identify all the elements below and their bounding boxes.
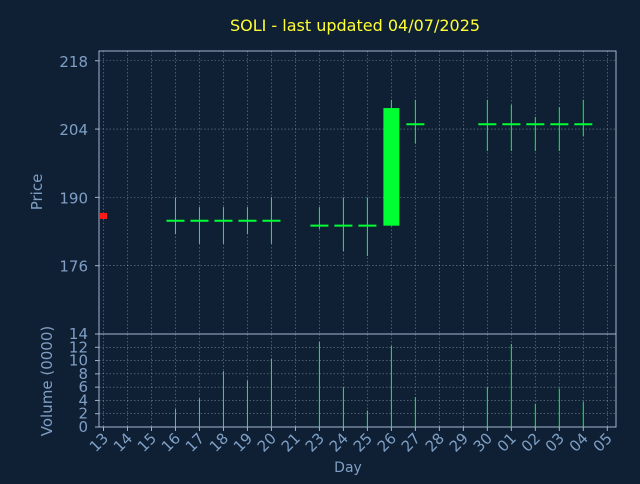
- day-tick-label: 28: [422, 429, 448, 455]
- day-tick-label: 02: [518, 429, 544, 455]
- day-tick-label: 13: [86, 429, 112, 455]
- price-tick-label: 176: [59, 258, 88, 276]
- day-tick-label: 01: [494, 429, 520, 455]
- day-axis-label: Day: [334, 460, 362, 476]
- day-tick-label: 03: [542, 429, 568, 455]
- price-axis-label: Price: [28, 174, 46, 211]
- volume-tick-label: 6: [78, 378, 88, 396]
- day-tick-label: 20: [254, 429, 280, 455]
- volume-tick-label: 2: [78, 405, 88, 423]
- volume-tick-label: 4: [78, 391, 88, 409]
- candle-body: [383, 108, 400, 226]
- day-tick-label: 30: [470, 429, 496, 455]
- chart-title: SOLI - last updated 04/07/2025: [230, 16, 480, 35]
- volume-tick-label: 8: [78, 365, 88, 383]
- volume-tick-label: 12: [69, 338, 88, 356]
- day-tick-label: 25: [350, 429, 376, 455]
- price-tick-label: 204: [59, 121, 88, 139]
- day-tick-label: 23: [302, 429, 328, 455]
- day-tick-label: 15: [134, 429, 160, 455]
- volume-panel-frame: [98, 333, 617, 428]
- day-tick-label: 24: [326, 429, 352, 455]
- day-tick-label: 14: [110, 429, 136, 455]
- day-tick-label: 26: [374, 429, 400, 455]
- day-tick-label: 16: [158, 429, 184, 455]
- day-tick-label: 18: [206, 429, 232, 455]
- day-tick-label: 21: [278, 429, 304, 455]
- day-tick-label: 29: [446, 429, 472, 455]
- price-panel: 176 190 204 218: [59, 50, 617, 335]
- day-axis: 1314151617181920212324252627282930010203…: [86, 427, 616, 456]
- day-tick-label: 04: [566, 429, 592, 455]
- day-tick-label: 17: [182, 429, 208, 455]
- price-tick-label: 190: [59, 189, 88, 207]
- volume-axis-label: Volume (0000): [38, 326, 56, 436]
- day-tick-label: 05: [590, 429, 616, 455]
- day-tick-label: 19: [230, 429, 256, 455]
- last-close-marker: [100, 212, 107, 219]
- volume-tick-label: 0: [78, 418, 88, 436]
- volume-tick-label: 10: [69, 352, 88, 370]
- volume-tick-label: 14: [69, 325, 88, 343]
- day-tick-label: 27: [398, 429, 424, 455]
- price-panel-frame: [98, 50, 617, 335]
- price-tick-label: 218: [59, 53, 88, 71]
